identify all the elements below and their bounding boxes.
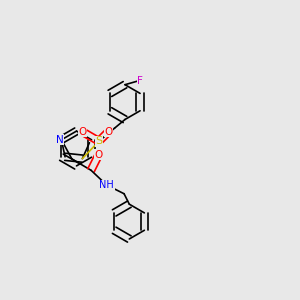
Text: N: N: [56, 135, 64, 145]
Text: F: F: [137, 76, 143, 86]
Text: O: O: [78, 127, 86, 137]
Text: S: S: [95, 136, 102, 146]
Text: O: O: [95, 150, 103, 160]
Text: NH: NH: [99, 180, 114, 190]
Text: O: O: [104, 127, 112, 137]
